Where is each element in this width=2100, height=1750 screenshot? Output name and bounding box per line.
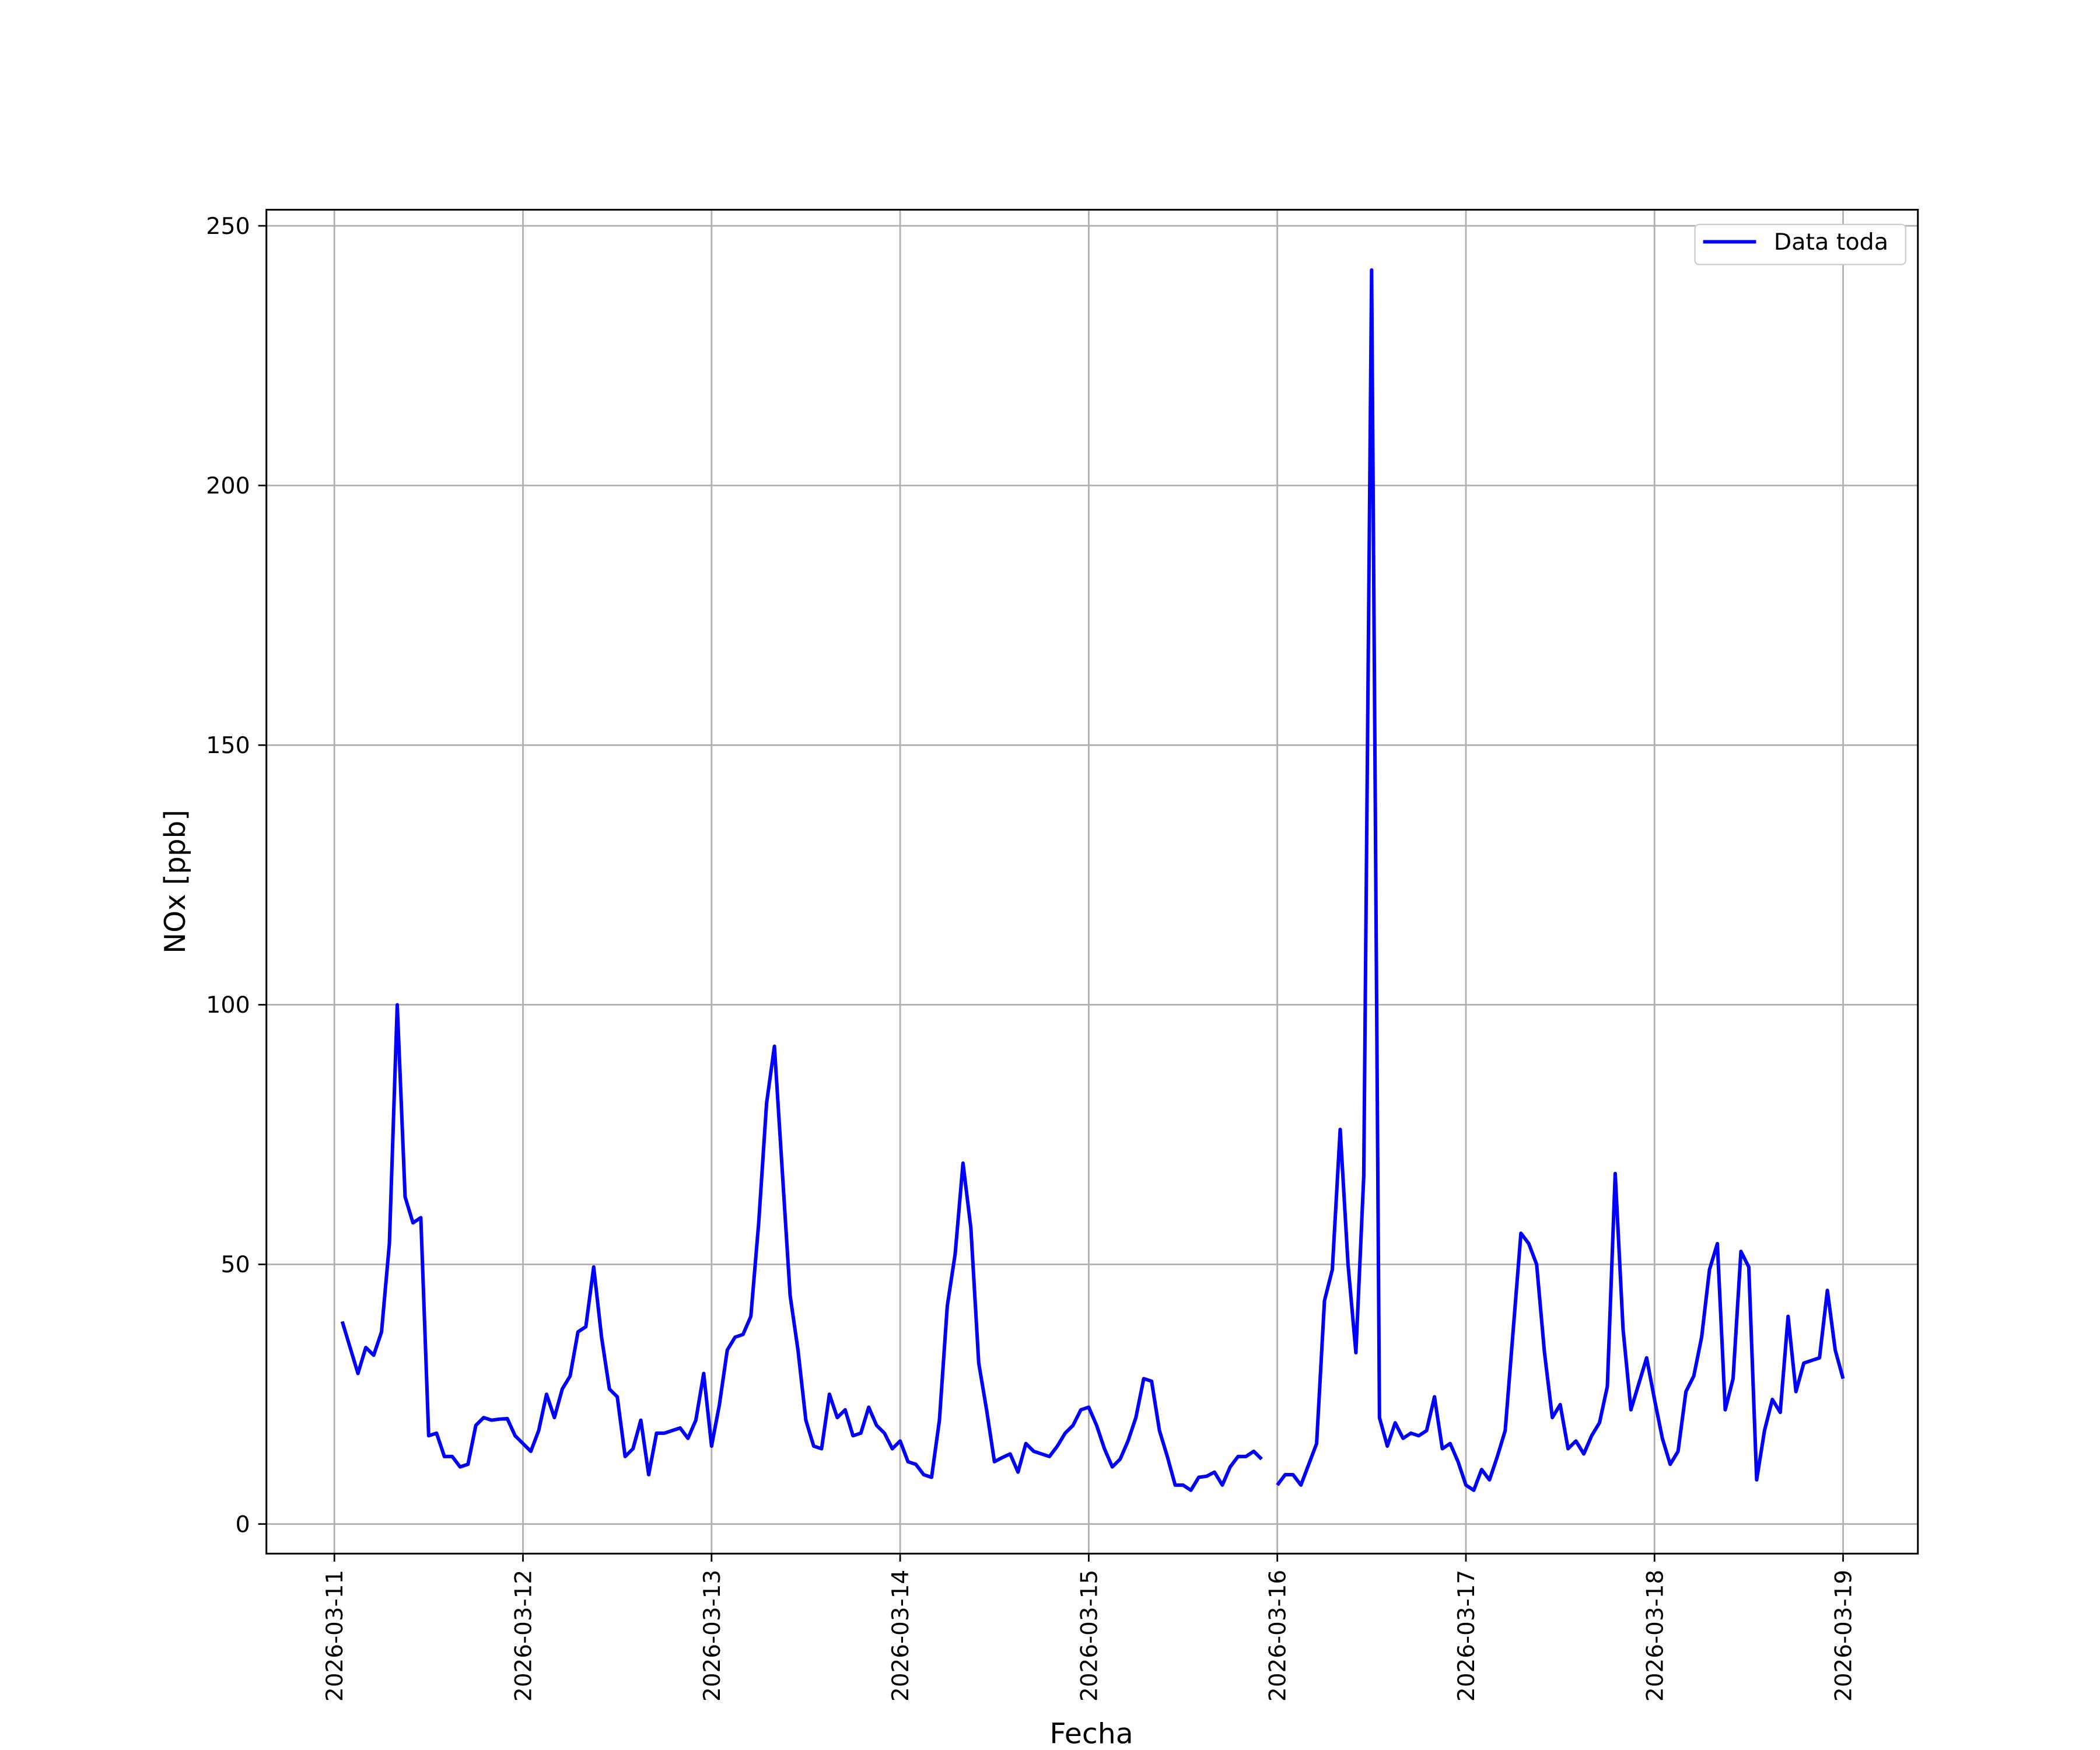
x-tick-label: 2026-03-14 xyxy=(888,1570,914,1702)
x-tick-label: 2026-03-17 xyxy=(1454,1570,1480,1702)
y-tick-label: 0 xyxy=(236,1512,250,1538)
x-tick-label: 2026-03-15 xyxy=(1076,1570,1102,1702)
y-axis-label: NOx [ppb] xyxy=(159,810,192,954)
ticks: 0 50 100 150 200 250 2026-03-11 2026-03-12 2026-… xyxy=(206,214,1857,1702)
x-tick-label: 2026-03-16 xyxy=(1265,1570,1291,1702)
plot xyxy=(340,268,1845,1492)
x-tick-label: 2026-03-18 xyxy=(1642,1570,1668,1702)
x-tick-label: 2026-03-13 xyxy=(699,1570,725,1702)
data-line xyxy=(340,268,1845,1492)
x-tick-label: 2026-03-19 xyxy=(1831,1570,1857,1702)
y-tick-label: 150 xyxy=(206,733,250,759)
y-tick-label: 100 xyxy=(206,992,250,1019)
x-axis-label: Fecha xyxy=(1049,1718,1133,1750)
y-tick-label: 50 xyxy=(220,1252,250,1279)
legend-box xyxy=(1694,223,1906,265)
x-tick-label: 2026-03-11 xyxy=(322,1570,348,1702)
x-tick-label: 2026-03-12 xyxy=(510,1570,537,1702)
grid xyxy=(266,209,1918,1554)
y-tick-label: 200 xyxy=(206,473,250,499)
legend: Data toda xyxy=(1694,223,1906,265)
axes-frame xyxy=(265,209,1919,1555)
legend-label: Data toda xyxy=(1774,230,1888,256)
y-tick-label: 250 xyxy=(206,214,250,240)
